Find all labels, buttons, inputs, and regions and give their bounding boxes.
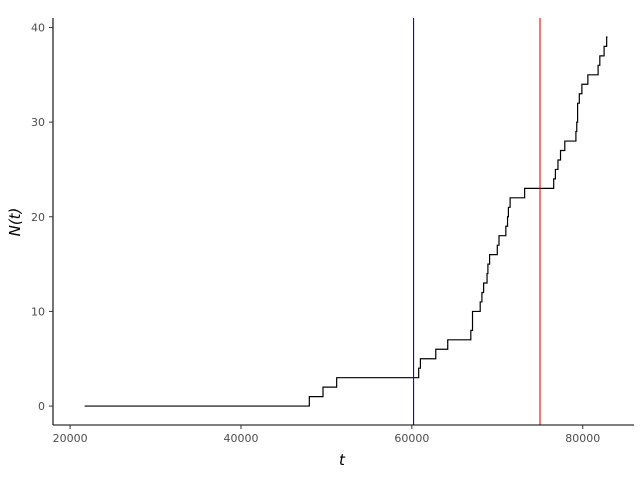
y-tick-label: 20 [31,211,45,224]
y-axis: 0 10 20 30 40 [31,18,54,425]
y-tick-label: 10 [31,305,45,318]
step-series-line [84,36,608,407]
x-tick-label: 60000 [394,432,429,445]
plot-panel [84,18,608,425]
x-tick-label: 40000 [223,432,258,445]
y-axis-title: N(t) [6,208,24,237]
x-tick-label: 80000 [565,432,600,445]
y-tick-label: 30 [31,116,45,129]
x-tick-label: 20000 [53,432,88,445]
x-axis-title: t [339,451,346,469]
y-tick-label: 40 [31,21,45,34]
x-axis: 20000 40000 60000 80000 [53,424,634,445]
y-tick-label: 0 [38,400,45,413]
